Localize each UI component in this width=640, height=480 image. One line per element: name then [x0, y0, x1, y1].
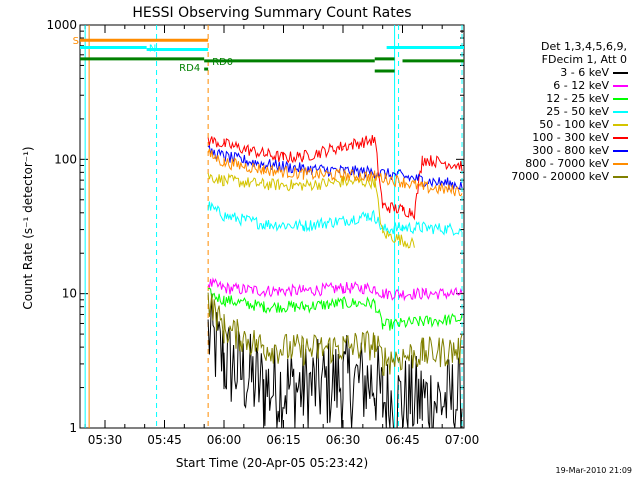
legend-label: 3 - 6 keV: [560, 66, 609, 79]
x-tick-label: 07:00: [445, 433, 480, 447]
legend-label: 100 - 300 keV: [532, 131, 609, 144]
y-tick-label: 1: [69, 421, 77, 435]
y-tick-label: 100: [54, 152, 77, 166]
legend-item: 3 - 6 keV: [470, 66, 635, 79]
legend-swatch: [613, 111, 628, 113]
x-tick-label: 05:30: [88, 433, 123, 447]
legend-item: 300 - 800 keV: [470, 144, 635, 157]
flag-bar-label: RD4: [179, 63, 200, 74]
series-line: [208, 287, 463, 331]
x-tick-label: 06:00: [207, 433, 242, 447]
flag-bar-label: N: [149, 43, 156, 54]
legend-header-1: Det 1,3,4,5,6,9,: [540, 40, 627, 53]
y-tick-label: 10: [62, 287, 77, 301]
legend-swatch: [613, 98, 628, 100]
x-tick-label: 06:30: [326, 433, 361, 447]
legend-label: 800 - 7000 keV: [525, 157, 609, 170]
legend-item: 100 - 300 keV: [470, 131, 635, 144]
x-axis-label: Start Time (20-Apr-05 05:23:42): [176, 456, 368, 470]
legend-swatch: [613, 85, 628, 87]
chart-title: HESSI Observing Summary Count Rates: [132, 5, 411, 21]
legend-label: 7000 - 20000 keV: [511, 170, 609, 183]
y-tick-label: 1000: [46, 18, 77, 32]
generation-timestamp: 19-Mar-2010 21:09: [555, 466, 633, 475]
x-tick-label: 06:45: [385, 433, 420, 447]
legend-swatch: [613, 72, 628, 74]
y-axis-label: Count Rate (s⁻¹ detector⁻¹): [21, 146, 35, 309]
legend-label: 300 - 800 keV: [532, 144, 609, 157]
legend-label: 50 - 100 keV: [539, 118, 609, 131]
legend-item: 50 - 100 keV: [470, 118, 635, 131]
legend-swatch: [613, 163, 628, 165]
x-tick-label: 05:45: [147, 433, 182, 447]
legend-item: 25 - 50 keV: [470, 105, 635, 118]
plot-area: 05:30 05:45 06:00 06:15 06:30 06:45 07:00 1 10 10…: [46, 18, 479, 447]
series-line: [207, 201, 463, 236]
flag-bar-label: RD0: [212, 57, 233, 68]
x-tick-label: 06:15: [266, 433, 301, 447]
series-line: [207, 144, 463, 190]
series-line: [207, 148, 463, 197]
legend-swatch: [613, 124, 628, 126]
plot-frame: [79, 24, 465, 429]
legend-label: 25 - 50 keV: [546, 105, 609, 118]
legend-label: 6 - 12 keV: [553, 79, 609, 92]
legend-item: 12 - 25 keV: [470, 92, 635, 105]
legend-header-2: FDecim 1, Att 0: [541, 53, 627, 66]
series-line: [207, 292, 463, 376]
legend-swatch: [613, 176, 628, 178]
legend-swatch: [613, 137, 628, 139]
legend-item: 6 - 12 keV: [470, 79, 635, 92]
legend-item: 800 - 7000 keV: [470, 157, 635, 170]
legend: Det 1,3,4,5,6,9, FDecim 1, Att 0 3 - 6 k…: [470, 40, 635, 183]
series-line: [207, 172, 415, 249]
flag-bar-label: S: [73, 36, 79, 47]
series-line: [207, 135, 463, 221]
series-line: [207, 293, 463, 429]
series-line: [207, 277, 463, 302]
legend-swatch: [613, 150, 628, 152]
legend-item: 7000 - 20000 keV: [470, 170, 635, 183]
legend-label: 12 - 25 keV: [546, 92, 609, 105]
